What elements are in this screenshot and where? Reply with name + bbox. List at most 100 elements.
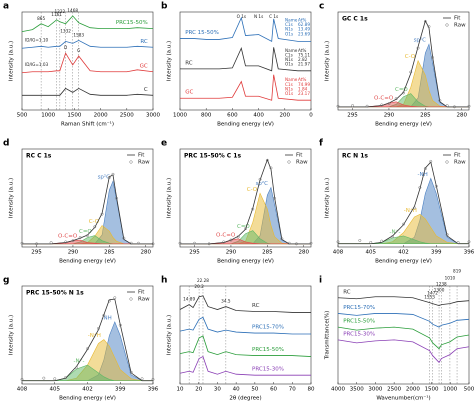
x-tick-label: 399 [115, 387, 126, 393]
raw-point [265, 158, 269, 162]
raw-point [113, 296, 117, 300]
x-tick-label: 3000 [368, 387, 382, 393]
raw-point [78, 236, 82, 239]
x-tick-label: 280 [456, 113, 467, 119]
series-label: C [144, 87, 148, 93]
x-tick-label: 285 [420, 113, 431, 119]
x-axis-label: Bending energy (eV) [375, 122, 432, 128]
raw-point [273, 196, 277, 200]
x-tick-label: 400 [253, 113, 264, 119]
x-tick-label: 290 [226, 250, 237, 256]
plot-frame [179, 148, 312, 248]
x-tick-label: 1500 [425, 387, 439, 393]
x-axis-label: Bending energy (eV) [217, 259, 274, 265]
legend-label: Raw [138, 160, 150, 166]
raw-point [129, 241, 133, 245]
series-label: PRC15-50% [252, 347, 284, 353]
peak-label: 1583 [73, 32, 84, 37]
panel-letter: h [161, 276, 167, 286]
table-cell: 13.49 [298, 27, 310, 32]
x-axis-label: Bending energy (eV) [217, 122, 274, 128]
raw-point [86, 347, 89, 351]
series-label: PRC15-70% [252, 325, 284, 331]
x-tick-label: 4000 [331, 387, 345, 393]
table-cell: 23.17 [298, 91, 310, 96]
peak-label: 22.28 [197, 278, 209, 283]
raw-point [429, 159, 433, 163]
series-label: PRC 15-50% [185, 30, 219, 36]
table-cell: 2.82 [298, 57, 308, 62]
series-label: PRC15-30% [343, 331, 375, 337]
x-tick-label: 50 [251, 387, 258, 393]
series-line [21, 15, 154, 32]
raw-point [423, 20, 427, 23]
table-header: At% [298, 48, 306, 53]
series-line [337, 313, 470, 328]
table-cell: 1.84 [298, 86, 308, 91]
x-tick-label: 295 [31, 250, 42, 256]
series-label: GC [185, 90, 193, 96]
peak-label: 865 [37, 16, 45, 21]
annotation: ID/IG=1.10 [25, 37, 49, 42]
panel: c GC C 1s 295 290 285 280 Bending energy (eV) I… [319, 2, 471, 128]
raw-point [369, 240, 373, 244]
raw-point [86, 234, 89, 238]
x-tick-label: 295 [347, 113, 358, 119]
table-cell: 62.89 [298, 22, 310, 27]
raw-point [102, 313, 106, 317]
x-tick-label: 1000 [173, 113, 187, 119]
raw-point [193, 241, 197, 245]
plot-title: PRC 15-50% N 1s [26, 290, 84, 297]
x-tick-label: 10 [177, 387, 184, 393]
raw-point [394, 97, 398, 101]
series-line [179, 316, 311, 335]
peak-label: 1222 [54, 9, 65, 14]
x-tick-label: 408 [333, 250, 344, 256]
table-cell: N1s [285, 27, 293, 32]
raw-point [107, 176, 111, 179]
panel-letter: c [319, 2, 324, 12]
x-tick-label: 500 [17, 113, 28, 119]
x-axis-label: Raman Shift (cm⁻¹) [61, 121, 114, 128]
component-label: -N⁺- [390, 228, 401, 235]
x-tick-label: 0 [309, 113, 313, 119]
series-label: PRC15-70% [343, 305, 375, 311]
x-tick-label: 600 [227, 113, 238, 119]
raw-point [136, 241, 140, 245]
raw-point [222, 240, 226, 244]
table-cell: 74.99 [298, 82, 310, 87]
series-line [180, 47, 311, 72]
raw-point [294, 242, 298, 246]
x-tick-label: 3000 [146, 113, 160, 119]
raw-point [387, 102, 391, 106]
raw-point [122, 236, 126, 240]
peak-label: 14.89 [183, 297, 195, 302]
y-axis-label: Intensity (a.u.) [167, 178, 173, 218]
peak-label: 1332 [60, 28, 71, 33]
raw-point [402, 91, 405, 95]
plot-title: PRC 15-50% C 1s [184, 153, 241, 160]
raw-point [178, 241, 182, 245]
raw-point [258, 177, 262, 181]
raw-point [402, 222, 405, 226]
raw-point [96, 327, 100, 330]
component-label: C-O [89, 219, 100, 225]
raw-point [251, 207, 255, 211]
peak-label: 1238 [436, 282, 447, 287]
table-cell: 21.97 [298, 62, 310, 67]
x-tick-label: 20 [195, 387, 202, 393]
raw-point [269, 166, 273, 170]
raw-point [409, 70, 413, 74]
peak-label: 1553 [424, 295, 435, 300]
plot-title: GC C 1s [342, 16, 368, 23]
raw-point [380, 103, 384, 107]
raw-point [467, 240, 471, 244]
legend-label: Raw [454, 160, 466, 166]
series-label: RC [185, 60, 193, 66]
legend-label: Fit [454, 16, 461, 22]
x-tick-label: 408 [17, 387, 28, 393]
series-line [337, 326, 470, 350]
y-axis-label: Transmittance(%) [325, 311, 331, 361]
raw-point [452, 105, 456, 109]
